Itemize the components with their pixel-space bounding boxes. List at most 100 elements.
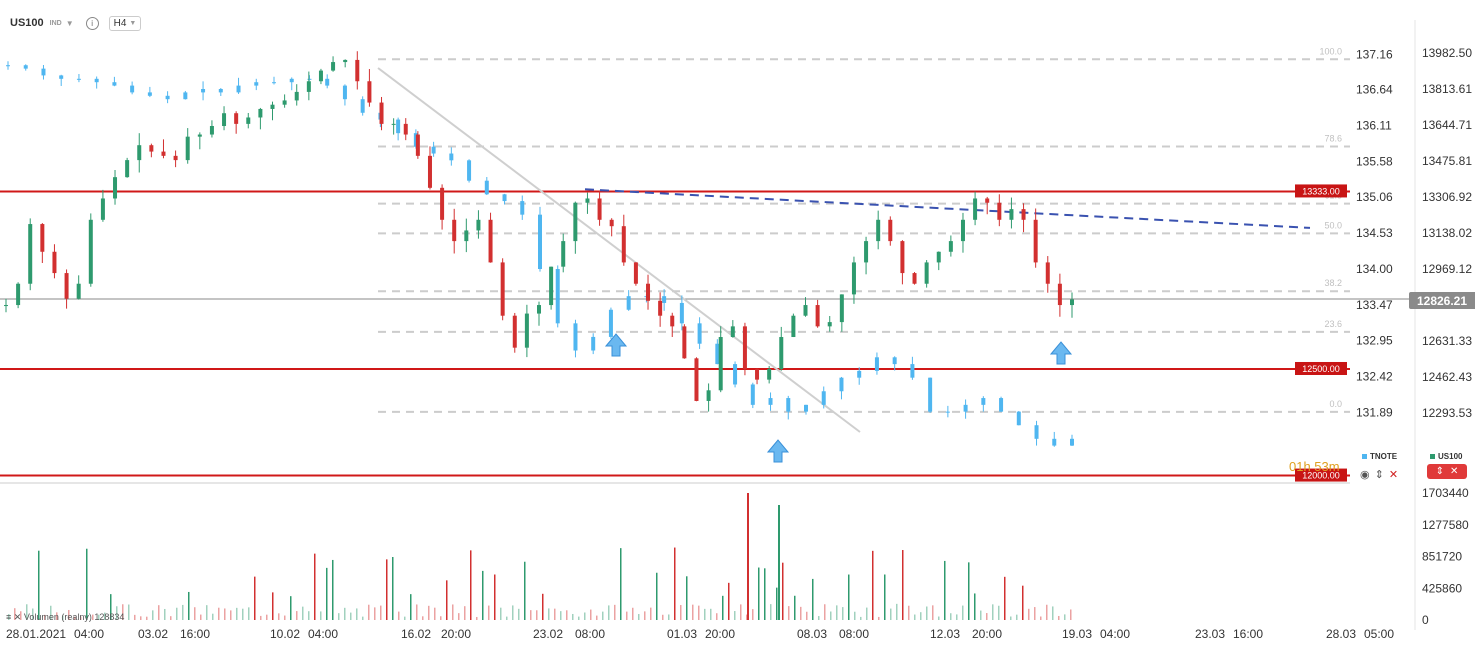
- tnote-candle: [804, 404, 808, 412]
- buy-arrow-icon: [766, 439, 790, 463]
- volume-bar: [1064, 614, 1066, 620]
- volume-bar: [26, 604, 28, 620]
- volume-bar: [914, 614, 916, 620]
- volume-bar: [626, 611, 628, 620]
- us100-candle: [246, 117, 251, 124]
- tnote-candle: [892, 357, 897, 365]
- close-icon: ✕: [1450, 466, 1459, 477]
- close-icon[interactable]: ✕: [1388, 469, 1399, 481]
- us100-candle: [549, 266, 554, 306]
- us100-candle: [609, 219, 614, 227]
- x-axis-tick: 10.02: [270, 627, 300, 641]
- tnote-candle: [981, 398, 986, 405]
- volume-bar: [176, 607, 178, 620]
- tnote-candle: [555, 269, 560, 324]
- volume-bar: [656, 572, 658, 620]
- us100-candle: [355, 59, 360, 82]
- buy-arrow-icon: [1049, 341, 1073, 365]
- volume-bar: [890, 608, 892, 620]
- volume-bar: [884, 574, 886, 620]
- tnote-candle: [733, 364, 738, 385]
- volume-bar: [614, 604, 616, 620]
- chevron-down-icon[interactable]: ▼: [65, 18, 74, 28]
- tnote-candle: [1052, 438, 1057, 446]
- volume-bar: [356, 608, 358, 620]
- volume-bar: [278, 613, 280, 620]
- volume-bar: [404, 616, 406, 620]
- volume-bar: [530, 610, 532, 620]
- legend-us100-label: US100: [1438, 452, 1463, 461]
- tnote-candle: [910, 364, 915, 378]
- volume-bar: [590, 609, 592, 620]
- volume-bar: [68, 609, 70, 620]
- volume-bar: [578, 616, 580, 620]
- volume-bar: [434, 607, 436, 620]
- volume-bar: [1010, 616, 1012, 620]
- volume-bar: [536, 610, 538, 620]
- tnote-axis-tick: 134.00: [1356, 262, 1393, 276]
- tnote-candle: [59, 75, 64, 79]
- fib-label: 0.0: [1329, 399, 1342, 409]
- tnote-candle: [396, 119, 401, 134]
- volume-bar: [110, 594, 112, 620]
- legend-us100[interactable]: US100: [1430, 452, 1462, 461]
- volume-bar: [758, 567, 760, 620]
- tnote-candle: [165, 95, 170, 100]
- right-axis-tick: 13982.50: [1422, 46, 1472, 60]
- volume-bar: [236, 607, 238, 620]
- buy-arrow-icon: [604, 333, 628, 357]
- us100-candle: [851, 262, 856, 295]
- volume-bar: [596, 615, 598, 620]
- volume-bar: [818, 616, 820, 620]
- volume-bar: [992, 604, 994, 620]
- us100-candle: [912, 273, 917, 284]
- volume-bar: [998, 605, 1000, 620]
- volume-bar: [182, 604, 184, 620]
- volume-bar: [746, 614, 748, 620]
- market-label: IND: [49, 19, 62, 27]
- volume-bar: [218, 607, 220, 620]
- volume-bar: [272, 592, 274, 620]
- volume-bar: [380, 605, 382, 620]
- us100-candle: [113, 177, 118, 199]
- eye-icon[interactable]: ◉: [1360, 469, 1370, 481]
- volume-bar: [572, 613, 574, 620]
- us100-candle: [367, 81, 372, 103]
- volume-bar: [860, 616, 862, 620]
- volume-bar: [38, 550, 40, 620]
- us100-candle: [561, 241, 566, 267]
- volume-bar: [122, 604, 124, 620]
- us100-series-toggle-button[interactable]: ⇕ ✕: [1427, 464, 1467, 479]
- tnote-candle: [201, 89, 206, 93]
- us100-candle: [730, 326, 735, 338]
- right-axis-tick: 13138.02: [1422, 226, 1472, 240]
- reorder-icon[interactable]: ⇕: [1374, 469, 1384, 481]
- tnote-candle: [183, 92, 188, 100]
- volume-bar: [686, 576, 688, 620]
- us100-candle: [670, 315, 675, 327]
- volume-bar: [650, 607, 652, 620]
- volume-bar: [698, 605, 700, 620]
- volume-bar: [740, 604, 742, 620]
- volume-bar: [764, 568, 766, 620]
- price-level-label: 12500.00: [1302, 364, 1340, 374]
- us100-candle: [936, 251, 941, 263]
- us100-candle: [876, 219, 881, 242]
- info-icon[interactable]: i: [85, 16, 99, 30]
- volume-bar: [314, 553, 316, 620]
- us100-candle: [900, 241, 905, 274]
- us100-candle: [646, 283, 651, 301]
- volume-bar: [212, 613, 214, 620]
- us100-candle: [997, 202, 1002, 220]
- timeframe-select[interactable]: H4 ▼: [108, 15, 142, 31]
- tnote-candle: [679, 302, 684, 324]
- us100-candle: [694, 358, 699, 401]
- tnote-candle: [857, 370, 862, 378]
- us100-candle: [379, 102, 384, 124]
- volume-bar: [680, 605, 682, 620]
- volume-bar: [584, 612, 586, 620]
- legend-tnote[interactable]: TNOTE: [1362, 452, 1397, 461]
- fib-diagonal-line: [377, 67, 861, 433]
- us100-candle: [658, 300, 663, 316]
